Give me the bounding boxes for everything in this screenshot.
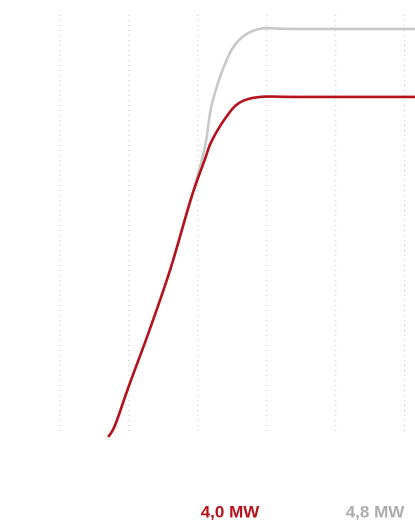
legend-label: 4,8 MW (346, 502, 406, 521)
line (107, 26, 415, 438)
legend-label: 4,0 MW (201, 502, 261, 521)
line (107, 95, 415, 438)
